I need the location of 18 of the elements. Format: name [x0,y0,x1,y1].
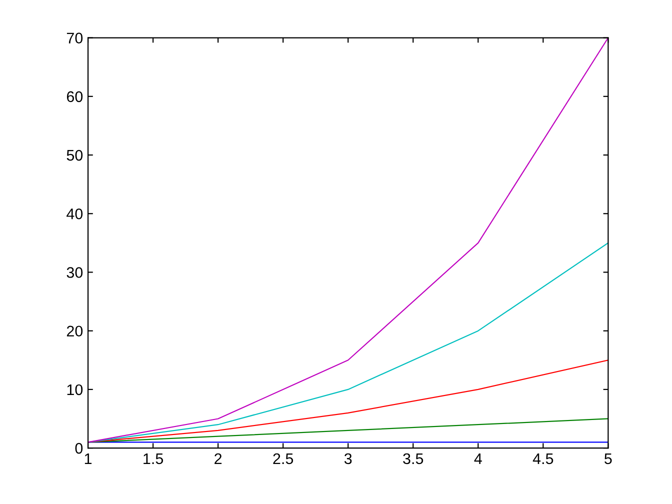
x-tick-label: 2.5 [273,453,294,464]
x-tick-label: 4 [474,453,482,464]
x-tick-label: 1.5 [144,453,164,464]
y-tick-label: 40 [66,208,83,220]
line-series [88,242,608,443]
y-tick-label: 30 [66,267,83,278]
x-tick-label: 5 [604,453,612,464]
y-tick-label: 20 [66,326,83,337]
y-tick-label: 10 [67,384,83,396]
x-tick-label: 3 [344,453,352,464]
y-tick-label: 70 [66,32,83,44]
y-tick-label: 60 [66,91,83,102]
x-tick-label: 2 [214,453,222,464]
y-tick-label: 50 [66,150,83,161]
x-tick-label: 4.5 [532,453,554,464]
x-tick-label: 3.5 [403,453,424,464]
x-tick-label: 1 [84,453,92,464]
y-tick-label: 0 [75,442,83,454]
